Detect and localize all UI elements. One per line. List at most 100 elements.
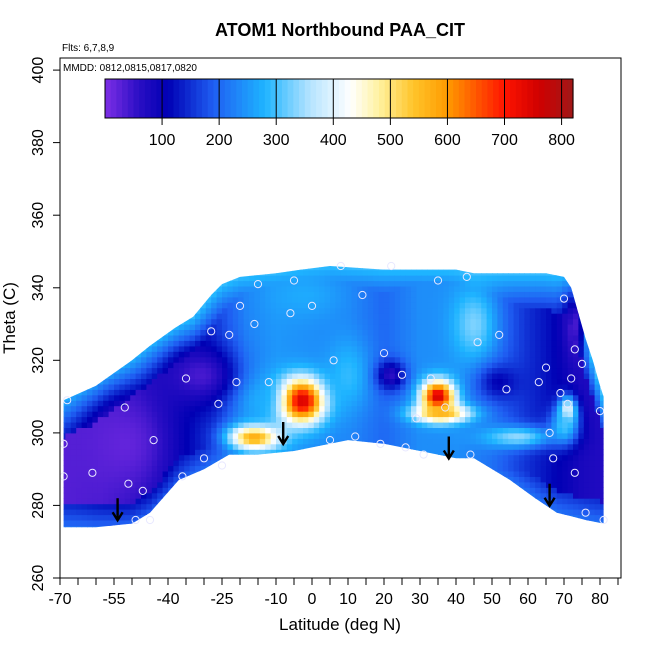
- heatmap-cell: [319, 449, 326, 456]
- heatmap-cell: [232, 427, 239, 434]
- colorbar-cell: [356, 79, 363, 118]
- heatmap-cell: [519, 422, 525, 428]
- heatmap-cell: [600, 405, 604, 412]
- heatmap-cell: [276, 367, 282, 374]
- heatmap-cell: [589, 427, 596, 434]
- heatmap-cell: [448, 356, 455, 363]
- heatmap-cell: [421, 432, 428, 439]
- heatmap-cell: [308, 400, 315, 407]
- heatmap-cell: [87, 416, 93, 423]
- heatmap-cell: [178, 394, 185, 401]
- heatmap-cell: [243, 334, 250, 341]
- heatmap-cell: [432, 307, 439, 314]
- heatmap-cell: [189, 383, 196, 390]
- heatmap-cell: [384, 432, 390, 439]
- heatmap-cell: [513, 275, 520, 282]
- heatmap-cell: [124, 481, 131, 488]
- heatmap-cell: [594, 400, 601, 407]
- heatmap-cell: [119, 520, 126, 526]
- heatmap-cell: [492, 280, 498, 287]
- heatmap-cell: [519, 275, 525, 282]
- heatmap-cell: [103, 438, 110, 445]
- heatmap-cell: [556, 487, 563, 494]
- heatmap-cell: [319, 422, 326, 428]
- heatmap-cell: [524, 351, 531, 358]
- heatmap-cell: [189, 400, 196, 407]
- heatmap-cell: [529, 471, 536, 477]
- heatmap-cell: [594, 454, 601, 461]
- heatmap-cell: [470, 438, 477, 445]
- heatmap-cell: [573, 362, 579, 369]
- heatmap-cell: [556, 498, 563, 505]
- heatmap-cell: [427, 302, 434, 309]
- heatmap-cell: [97, 503, 104, 510]
- heatmap-cell: [97, 514, 104, 521]
- heatmap-cell: [411, 275, 417, 282]
- heatmap-cell: [497, 345, 504, 352]
- heatmap-cell: [189, 313, 196, 320]
- heatmap-cell: [259, 334, 266, 341]
- heatmap-cell: [448, 318, 455, 325]
- heatmap-cell: [357, 291, 363, 298]
- heatmap-cell: [481, 334, 488, 341]
- heatmap-cell: [546, 373, 552, 379]
- heatmap-cell: [184, 373, 191, 379]
- heatmap-cell: [448, 405, 455, 412]
- heatmap-cell: [540, 498, 547, 505]
- heatmap-cell: [438, 373, 444, 379]
- heatmap-cell: [151, 362, 158, 369]
- heatmap-cell: [335, 356, 342, 363]
- heatmap-cell: [529, 389, 536, 396]
- x-tick-label: -10: [264, 591, 287, 608]
- heatmap-cell: [394, 389, 401, 396]
- heatmap-cell: [567, 449, 574, 456]
- heatmap-cell: [184, 405, 191, 412]
- heatmap-cell: [303, 351, 309, 358]
- heatmap-cell: [475, 280, 482, 287]
- heatmap-cell: [502, 416, 509, 423]
- heatmap-cell: [481, 356, 488, 363]
- heatmap-cell: [373, 449, 380, 456]
- heatmap-cell: [76, 531, 82, 537]
- heatmap-cell: [486, 302, 493, 309]
- heatmap-cell: [162, 329, 169, 336]
- heatmap-cell: [384, 275, 390, 282]
- heatmap-cell: [227, 427, 234, 434]
- heatmap-cell: [357, 345, 363, 352]
- heatmap-cell: [470, 373, 477, 379]
- arrow-marker: [111, 498, 124, 523]
- heatmap-cell: [492, 329, 498, 336]
- heatmap-cell: [265, 356, 272, 363]
- heatmap-cell: [448, 307, 455, 314]
- heatmap-cell: [357, 334, 363, 341]
- sample-point: [181, 374, 191, 383]
- colorbar-cell: [190, 79, 197, 118]
- heatmap-cell: [281, 280, 288, 287]
- heatmap-cell: [238, 389, 245, 396]
- heatmap-cell: [589, 356, 596, 363]
- heatmap-cell: [578, 345, 585, 352]
- heatmap-cell: [556, 443, 563, 450]
- heatmap-cell: [589, 400, 596, 407]
- heatmap-cell: [427, 427, 434, 434]
- heatmap-cell: [205, 416, 212, 423]
- heatmap-cell: [173, 340, 180, 347]
- heatmap-cell: [292, 291, 299, 298]
- heatmap-cell: [76, 389, 83, 396]
- heatmap-cell: [222, 416, 228, 423]
- heatmap-cell: [513, 405, 520, 412]
- colorbar-cell: [527, 79, 534, 118]
- heatmap-cell: [249, 367, 255, 374]
- heatmap-cell: [168, 427, 174, 434]
- heatmap-cell: [427, 438, 434, 445]
- heatmap-cell: [378, 296, 385, 303]
- heatmap-cell: [384, 378, 390, 385]
- heatmap-cell: [351, 416, 358, 423]
- heatmap-cell: [524, 411, 531, 418]
- heatmap-cell: [475, 329, 482, 336]
- heatmap-cell: [605, 384, 611, 390]
- heatmap-cell: [551, 334, 558, 341]
- heatmap-cell: [227, 373, 234, 379]
- heatmap-cell: [286, 416, 293, 423]
- heatmap-cell: [486, 275, 493, 282]
